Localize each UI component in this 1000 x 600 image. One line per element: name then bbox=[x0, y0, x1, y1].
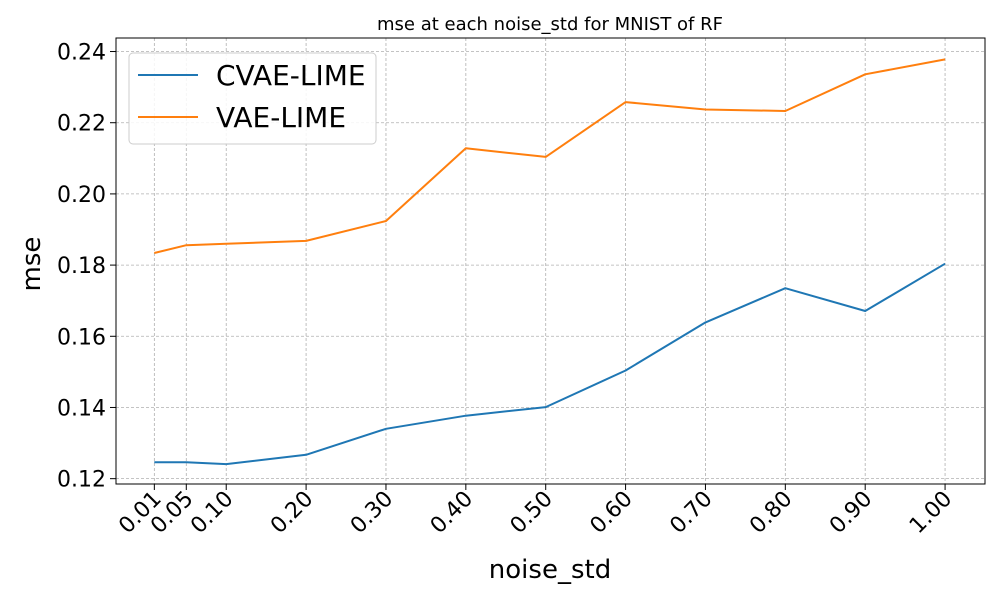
y-tick-label: 0.24 bbox=[57, 41, 106, 66]
series-line-cvae-lime bbox=[154, 262, 946, 466]
plot-area bbox=[115, 37, 986, 485]
x-tick-label: 0.90 bbox=[825, 487, 877, 539]
series-lines bbox=[154, 58, 946, 466]
x-tick-label: 0.60 bbox=[586, 487, 638, 539]
x-tick-label: 0.30 bbox=[346, 487, 398, 539]
y-tick-label: 0.20 bbox=[57, 183, 106, 208]
y-tick-label: 0.12 bbox=[57, 468, 106, 493]
chart-title: mse at each noise_std for MNIST of RF bbox=[377, 14, 723, 35]
x-tick-label: 0.70 bbox=[665, 487, 717, 539]
x-tick-label: 0.40 bbox=[426, 487, 478, 539]
x-tick-label: 1.00 bbox=[905, 487, 957, 539]
x-tick-label: 0.10 bbox=[186, 487, 238, 539]
x-axis-label: noise_std bbox=[489, 555, 611, 585]
x-axis: 0.010.050.10 0.20 0.30 0.40 0.50 0.60 0.70 0.80… bbox=[114, 484, 957, 539]
y-tick-label: 0.16 bbox=[57, 325, 106, 350]
y-tick-label: 0.22 bbox=[57, 112, 106, 137]
legend: CVAE-LIME VAE-LIME bbox=[128, 52, 377, 145]
x-tick-label: 0.20 bbox=[266, 487, 318, 539]
y-tick-label: 0.14 bbox=[57, 396, 106, 421]
legend-label: CVAE-LIME bbox=[216, 59, 366, 92]
x-tick-label: 0.50 bbox=[506, 487, 558, 539]
y-tick-label: 0.18 bbox=[57, 254, 106, 279]
series-line-vae-lime bbox=[154, 58, 946, 254]
y-axis: 0.12 0.14 0.16 0.18 0.20 0.22 0.24 bbox=[57, 41, 116, 493]
x-tick-label: 0.80 bbox=[745, 487, 797, 539]
grid bbox=[116, 38, 985, 484]
y-axis-label: mse bbox=[17, 237, 47, 292]
legend-label: VAE-LIME bbox=[216, 101, 346, 134]
